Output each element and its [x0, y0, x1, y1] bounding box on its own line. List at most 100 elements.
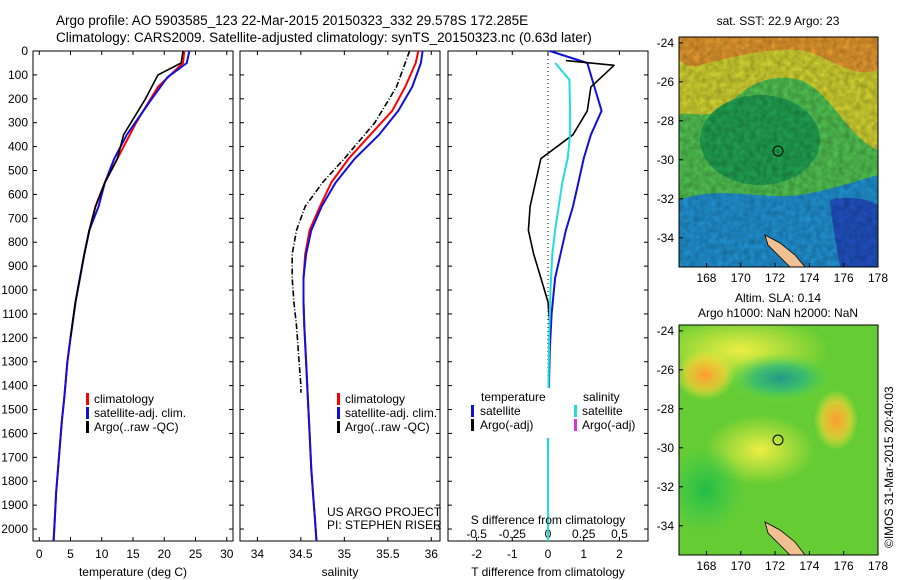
lon-tick-label: 176 [834, 559, 854, 573]
lon-tick-label: 178 [868, 559, 888, 573]
legend-satellite-label: satellite-adj. clim. [94, 406, 186, 420]
depth-tick-label: 1000 [1, 283, 28, 297]
sst-map-title: sat. SST: 22.9 Argo: 23 [717, 14, 840, 28]
sla-map-title-2: Argo h1000: NaN h2000: NaN [698, 306, 858, 320]
temperature-xlabel: temperature (deg C) [79, 565, 187, 579]
depth-tick-label: 600 [8, 187, 28, 201]
legend-swatch-argo [86, 421, 89, 433]
depth-tick-label: 200 [8, 92, 28, 106]
series-line-salinity-satellite [547, 62, 572, 541]
x-tick-label: 35 [338, 547, 352, 561]
credit-timestamp: ©IMOS 31-Mar-2015 20:40:03 [882, 386, 896, 548]
x-tick-label: -1 [507, 547, 518, 561]
temperature-plot-frame [32, 50, 234, 542]
legend-s-satellite-label: satellite [582, 404, 623, 418]
salinity-legend: climatology satellite-adj. clim. Argo(..… [337, 392, 437, 434]
salinity-plot-frame [239, 50, 441, 542]
sla-land [764, 521, 806, 555]
sla-map-frame [678, 324, 879, 556]
series-line-satellite-adj-clim- [302, 50, 424, 542]
lat-tick-label: -26 [657, 75, 675, 89]
lat-tick-label: -24 [657, 36, 675, 50]
depth-tick-label: 1800 [1, 474, 28, 488]
temperature-plot: 0 5 10 15 20 25 30 [33, 50, 234, 561]
lon-tick-label: 174 [799, 271, 819, 285]
lon-tick-label: 172 [765, 559, 785, 573]
lat-tick-label: -30 [657, 153, 675, 167]
legend-swatch-satellite [337, 407, 340, 419]
lat-tick-label: -34 [657, 231, 675, 245]
x-tick-label: 36 [425, 547, 439, 561]
x-tick-label: 34.5 [289, 547, 313, 561]
s-tick-label: -0.25 [499, 527, 527, 541]
sst-argo-position-marker [772, 145, 784, 157]
pi-annotation: PI: STEPHEN RISER [327, 518, 442, 532]
s-difference-xlabel: S difference from climatology [471, 513, 626, 527]
depth-tick-label: 500 [8, 164, 28, 178]
lat-tick-label: -30 [657, 441, 675, 455]
x-tick-label: 35.5 [376, 547, 400, 561]
sla-low-eddy [725, 353, 835, 403]
x-tick-label: 15 [126, 547, 140, 561]
sst-map-frame [678, 36, 879, 268]
lat-tick-label: -26 [657, 363, 675, 377]
sla-map-title-1: Altim. SLA: 0.14 [735, 291, 821, 305]
depth-tick-label: 0 [21, 44, 28, 58]
depth-tick-label: 300 [8, 116, 28, 130]
x-tick-label: 0 [545, 547, 552, 561]
lon-tick-label: 176 [834, 271, 854, 285]
legend-climatology-label: climatology [94, 392, 154, 406]
x-tick-label: 25 [189, 547, 203, 561]
depth-tick-label: 1300 [1, 355, 28, 369]
sla-map [679, 325, 878, 555]
depth-tick-label: 2000 [1, 522, 28, 536]
lon-tick-label: 178 [868, 271, 888, 285]
header-line-1: Argo profile: AO 5903585_123 22-Mar-2015… [56, 13, 528, 28]
s-tick-label: 0.25 [572, 527, 596, 541]
legend-swatch-s-argo [574, 419, 577, 431]
x-tick-label: 30 [220, 547, 234, 561]
legend-swatch-satellite [86, 407, 89, 419]
sst-map [679, 37, 878, 267]
lon-tick-label: 170 [731, 559, 751, 573]
legend-satellite-label: satellite-adj. clim. [345, 406, 437, 420]
depth-tick-label: 900 [8, 259, 28, 273]
legend-s-argo-label: Argo(-adj) [582, 418, 635, 432]
s-tick-label: 0.5 [611, 527, 628, 541]
lat-tick-label: -32 [657, 480, 675, 494]
lon-tick-label: 174 [799, 559, 819, 573]
sst-land [764, 234, 806, 267]
series-line-argo-raw-qc- [291, 50, 411, 393]
sla-green-low [679, 445, 745, 535]
sst-map-axes: 168 170 172 174 176 178 -24 -26 -28 -30 -32 -34 [657, 36, 889, 285]
lon-tick-label: 172 [765, 271, 785, 285]
lat-tick-label: -34 [657, 519, 675, 533]
x-tick-label: -2 [471, 547, 482, 561]
lat-tick-label: -28 [657, 402, 675, 416]
depth-tick-label: 1900 [1, 498, 28, 512]
lon-tick-label: 170 [731, 271, 751, 285]
depth-tick-label: 1100 [2, 307, 28, 321]
legend-argo-label: Argo(..raw -QC) [94, 420, 179, 434]
legend-swatch-s-satellite [574, 405, 577, 417]
difference-legend: temperature salinity satellite Argo(-adj… [470, 388, 635, 438]
legend-swatch-t-argo [471, 419, 474, 431]
sst-texture [679, 37, 878, 267]
legend-swatch-climatology [337, 393, 340, 405]
legend-swatch-argo [337, 421, 340, 433]
sla-map-axes: 168 170 172 174 176 178 -24 -26 -28 -30 -32 -34 [657, 324, 889, 573]
lon-tick-label: 168 [696, 271, 716, 285]
depth-tick-label: 1400 [1, 379, 28, 393]
sla-high-west [679, 350, 735, 400]
depth-tick-label: 700 [8, 211, 28, 225]
x-tick-label: 1 [580, 547, 587, 561]
salinity-plot: 34 34.5 35 35.5 36 [240, 50, 440, 561]
lat-tick-label: -24 [657, 324, 675, 338]
s-tick-label: -0.5 [466, 527, 487, 541]
sla-high-east [814, 390, 858, 450]
depth-tick-label: 1200 [1, 331, 28, 345]
legend-bg [470, 388, 630, 438]
depth-tick-label: 400 [8, 140, 28, 154]
x-tick-label: 5 [67, 547, 74, 561]
